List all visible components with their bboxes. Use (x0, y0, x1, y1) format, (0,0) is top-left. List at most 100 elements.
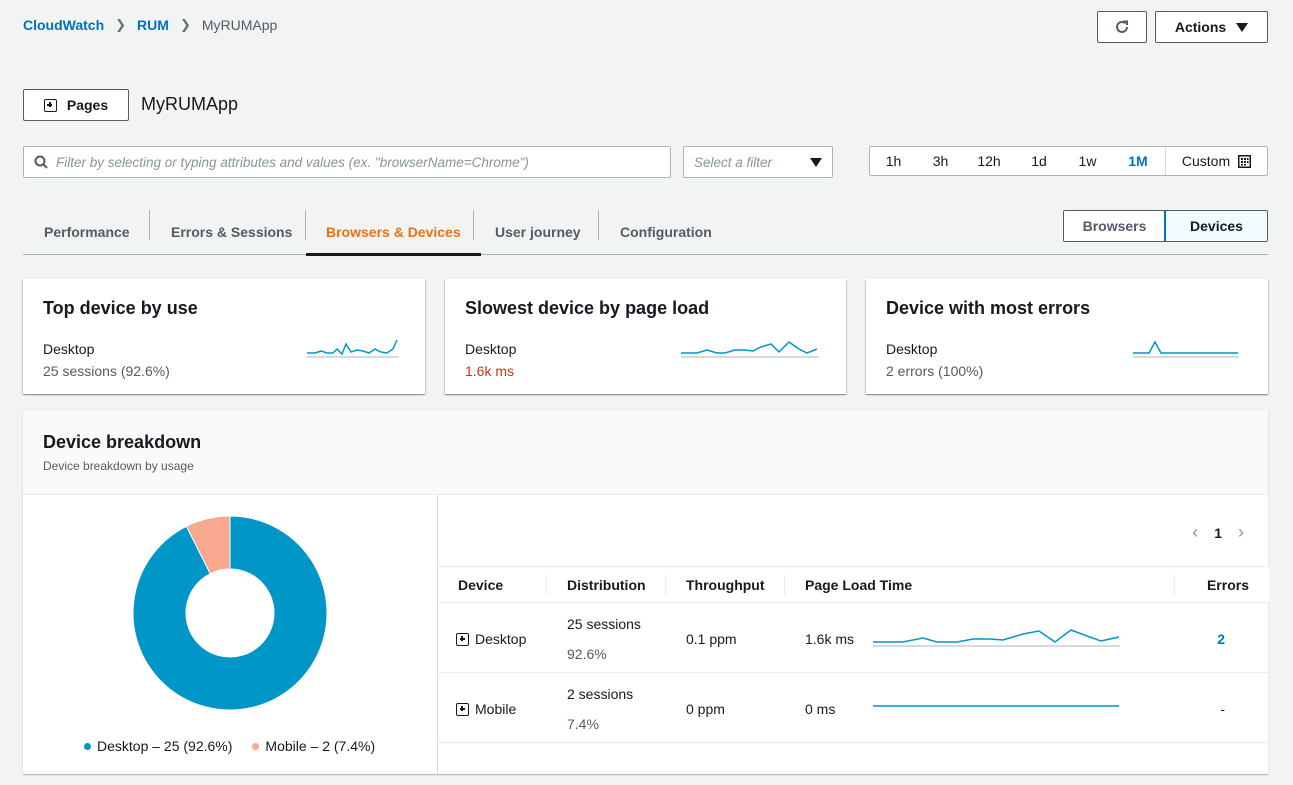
time-option-12h[interactable]: 12h (977, 153, 1001, 169)
device-cell[interactable]: Mobile (456, 701, 516, 717)
caret-down-icon (1236, 22, 1249, 32)
time-option-1d[interactable]: 1d (1031, 153, 1047, 169)
expand-icon[interactable] (456, 702, 469, 716)
legend-dot-icon (252, 742, 260, 750)
throughput-cell: 0 ppm (686, 701, 725, 717)
slowest-device-card: Slowest device by page load Desktop 1.6k… (445, 279, 846, 394)
card-value: 2 errors (100%) (886, 363, 984, 379)
column-errors[interactable]: Errors (1206, 577, 1249, 593)
card-title: Top device by use (43, 298, 198, 318)
percent-cell: 7.4% (567, 716, 599, 732)
breakdown-title: Device breakdown (43, 432, 202, 452)
percent-cell: 92.6% (567, 646, 607, 662)
column-divider (546, 575, 547, 595)
filter-input[interactable]: Filter by selecting or typing attributes… (23, 146, 671, 178)
time-range-selector: 1h 3h 12h 1d 1w 1M Custom (869, 146, 1268, 176)
card-value: 1.6k ms (465, 363, 515, 379)
breakdown-subtitle: Device breakdown by usage (43, 459, 194, 473)
breadcrumb-current: MyRUMApp (201, 17, 278, 33)
actions-button[interactable]: Actions (1155, 11, 1268, 43)
device-donut-chart (132, 515, 328, 711)
tab-divider (149, 210, 150, 240)
device-name: Desktop (475, 631, 527, 647)
chevron-right-icon: ❯ (115, 17, 127, 32)
card-device: Desktop (465, 341, 517, 357)
column-page-load-time[interactable]: Page Load Time (805, 577, 913, 593)
column-divider (784, 575, 785, 595)
tab-user-journey[interactable]: User journey (495, 224, 581, 240)
chevron-right-icon: ❯ (179, 17, 191, 32)
custom-range-button[interactable]: Custom (1165, 147, 1267, 175)
refresh-icon (1116, 20, 1128, 33)
device-table: ‹ 1 › Device Distribution Throughput Pag… (437, 494, 1269, 774)
time-option-1h[interactable]: 1h (885, 153, 902, 169)
tab-divider (305, 210, 306, 240)
tab-configuration[interactable]: Configuration (620, 224, 712, 240)
card-device: Desktop (43, 341, 95, 357)
devices-toggle-button[interactable]: Devices (1164, 211, 1267, 241)
sparkline-usage (307, 339, 399, 358)
legend-label: Desktop – 25 (92.6%) (97, 738, 233, 754)
top-device-card: Top device by use Desktop 25 sessions (9… (23, 279, 425, 394)
legend-label: Mobile – 2 (7.4%) (265, 738, 376, 754)
sparkline-page-load-mobile (873, 705, 1119, 707)
time-option-3h[interactable]: 3h (932, 153, 949, 169)
chevron-right-icon[interactable]: › (1238, 522, 1244, 542)
custom-label: Custom (1181, 153, 1231, 169)
tab-divider (473, 210, 474, 240)
device-cell[interactable]: Desktop (456, 631, 526, 647)
device-breakdown-panel: Device breakdown Device breakdown by usa… (23, 411, 1269, 774)
card-device: Desktop (886, 341, 938, 357)
column-throughput[interactable]: Throughput (686, 577, 765, 593)
pages-button[interactable]: Pages (23, 89, 129, 121)
pie-slice-desktop[interactable] (132, 515, 328, 711)
browsers-devices-toggle: Browsers Devices (1063, 210, 1268, 242)
sparkline-page-load (681, 341, 819, 358)
column-divider (665, 575, 666, 595)
page-title: MyRUMApp (141, 94, 239, 114)
breadcrumb: CloudWatch ❯ RUM ❯ MyRUMApp (23, 17, 277, 33)
table-header: Device Distribution Throughput Page Load… (438, 566, 1269, 603)
column-distribution[interactable]: Distribution (567, 577, 646, 593)
page-number[interactable]: 1 (1214, 524, 1222, 541)
page-load-cell: 1.6k ms (805, 631, 855, 647)
tab-errors-sessions[interactable]: Errors & Sessions (171, 224, 293, 240)
refresh-button[interactable] (1097, 11, 1147, 43)
filter-select-placeholder: Select a filter (694, 154, 773, 170)
breadcrumb-cloudwatch-link[interactable]: CloudWatch (23, 17, 105, 33)
legend-dot-icon (84, 742, 91, 750)
page-load-cell: 0 ms (805, 701, 836, 717)
breadcrumb-rum-link[interactable]: RUM (137, 17, 169, 33)
expand-icon[interactable] (456, 632, 469, 646)
pages-label: Pages (66, 97, 109, 113)
sessions-cell: 25 sessions (567, 616, 641, 632)
errors-cell: - (1220, 701, 1225, 717)
pagination: ‹ 1 › (1192, 522, 1244, 543)
search-icon (34, 155, 48, 169)
tab-performance[interactable]: Performance (44, 224, 130, 240)
column-divider (1174, 575, 1175, 595)
sparkline-page-load-desktop (873, 629, 1120, 647)
time-option-1w[interactable]: 1w (1078, 153, 1097, 169)
legend-item-desktop[interactable]: Desktop – 25 (92.6%) (84, 738, 232, 754)
filter-select[interactable]: Select a filter (683, 146, 833, 178)
chevron-left-icon[interactable]: ‹ (1192, 522, 1199, 542)
tab-bar: Performance Errors & Sessions Browsers &… (23, 209, 1268, 256)
expand-icon (43, 98, 57, 112)
legend-item-mobile[interactable]: Mobile – 2 (7.4%) (252, 738, 375, 754)
filter-placeholder: Filter by selecting or typing attributes… (56, 154, 529, 170)
table-row: Mobile 2 sessions 7.4% 0 ppm 0 ms - (438, 673, 1269, 743)
column-device[interactable]: Device (458, 577, 504, 593)
table-row: Desktop 25 sessions 92.6% 0.1 ppm 1.6k m… (438, 603, 1269, 673)
card-value: 25 sessions (92.6%) (43, 363, 170, 379)
chart-legend: Desktop – 25 (92.6%) Mobile – 2 (7.4%) (84, 738, 375, 754)
device-name: Mobile (475, 701, 517, 717)
errors-link[interactable]: 2 (1217, 631, 1225, 647)
time-option-1m[interactable]: 1M (1128, 153, 1148, 169)
browsers-toggle-button[interactable]: Browsers (1082, 218, 1147, 234)
actions-label: Actions (1174, 19, 1227, 35)
caret-down-icon (810, 157, 822, 167)
tab-browsers-devices[interactable]: Browsers & Devices (306, 209, 481, 256)
pie-chart-area: Desktop – 25 (92.6%) Mobile – 2 (7.4%) (23, 494, 437, 774)
pie-slice-mobile[interactable] (185, 515, 231, 575)
